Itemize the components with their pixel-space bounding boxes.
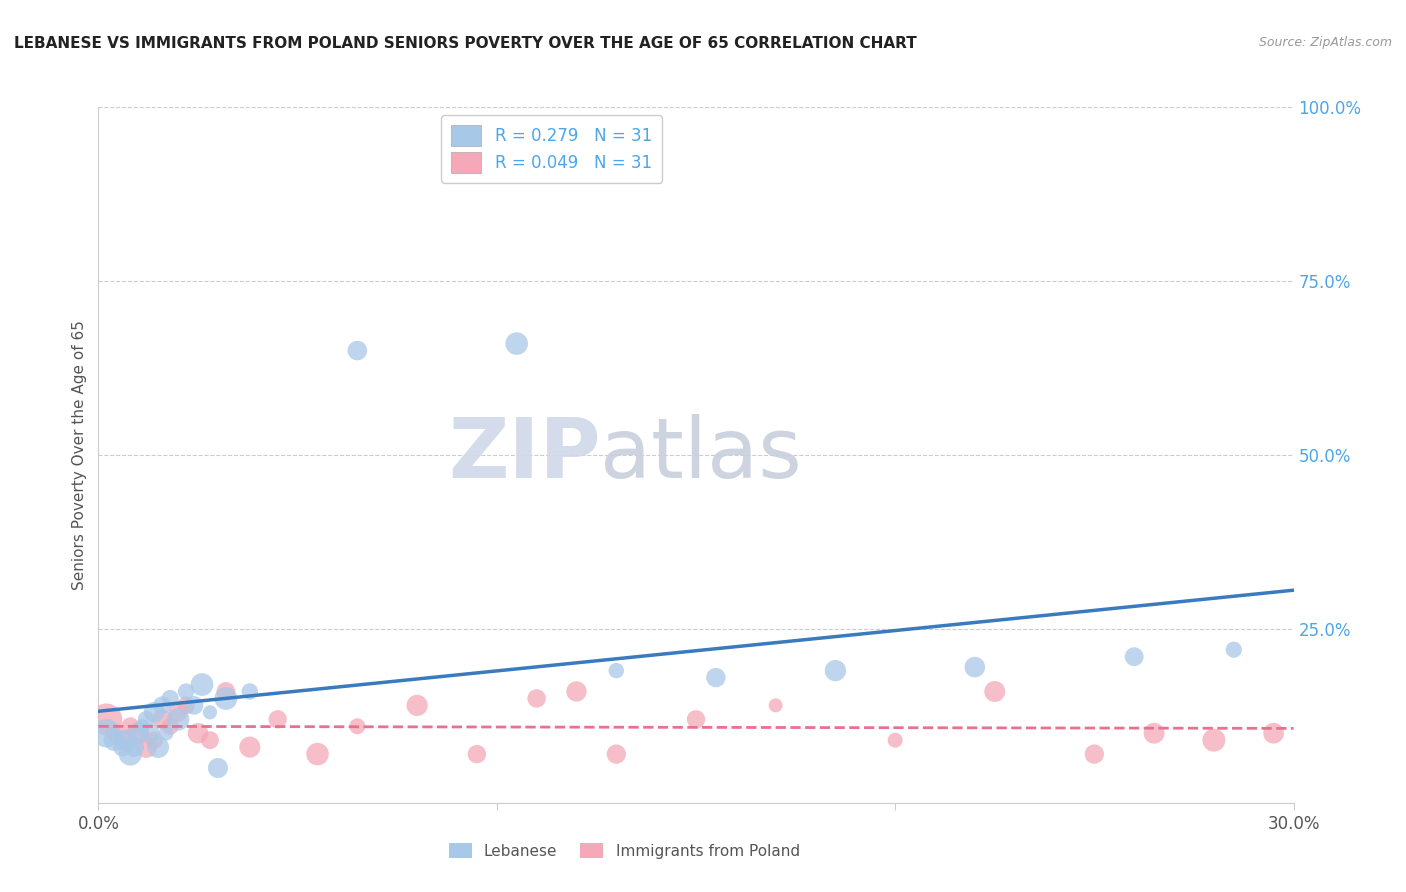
Point — [103, 726, 125, 740]
Point — [1143, 726, 1166, 740]
Point — [346, 719, 368, 733]
Text: ZIP: ZIP — [449, 415, 600, 495]
Point — [215, 684, 238, 698]
Point — [215, 691, 238, 706]
Point — [127, 726, 149, 740]
Point — [346, 343, 368, 358]
Point — [183, 698, 205, 713]
Point — [191, 677, 214, 691]
Point — [159, 691, 181, 706]
Point — [565, 684, 588, 698]
Point — [159, 719, 181, 733]
Point — [135, 740, 157, 755]
Point — [824, 664, 846, 678]
Point — [174, 684, 197, 698]
Point — [239, 740, 262, 755]
Point — [174, 698, 197, 713]
Point — [704, 671, 727, 685]
Point — [148, 740, 170, 755]
Point — [143, 706, 166, 720]
Point — [96, 712, 118, 726]
Point — [131, 719, 153, 733]
Point — [1202, 733, 1225, 747]
Point — [120, 719, 142, 733]
Point — [155, 726, 177, 740]
Point — [187, 726, 209, 740]
Point — [267, 712, 290, 726]
Point — [150, 698, 173, 713]
Point — [239, 684, 262, 698]
Point — [406, 698, 429, 713]
Point — [307, 747, 329, 761]
Point — [135, 712, 157, 726]
Point — [115, 733, 138, 747]
Point — [605, 747, 627, 761]
Point — [465, 747, 488, 761]
Point — [765, 698, 787, 713]
Point — [207, 761, 229, 775]
Point — [884, 733, 907, 747]
Text: atlas: atlas — [600, 415, 801, 495]
Point — [526, 691, 548, 706]
Point — [120, 747, 142, 761]
Point — [139, 726, 162, 740]
Point — [605, 664, 627, 678]
Point — [103, 733, 125, 747]
Point — [198, 706, 221, 720]
Point — [1263, 726, 1285, 740]
Point — [198, 733, 221, 747]
Y-axis label: Seniors Poverty Over the Age of 65: Seniors Poverty Over the Age of 65 — [72, 320, 87, 590]
Point — [1083, 747, 1105, 761]
Point — [143, 733, 166, 747]
Point — [506, 336, 529, 351]
Point — [111, 733, 134, 747]
Point — [111, 740, 134, 755]
Point — [96, 726, 118, 740]
Text: LEBANESE VS IMMIGRANTS FROM POLAND SENIORS POVERTY OVER THE AGE OF 65 CORRELATIO: LEBANESE VS IMMIGRANTS FROM POLAND SENIO… — [14, 36, 917, 51]
Point — [150, 712, 173, 726]
Point — [167, 712, 190, 726]
Point — [1223, 642, 1246, 657]
Point — [127, 726, 149, 740]
Point — [167, 706, 190, 720]
Point — [124, 740, 146, 755]
Point — [1123, 649, 1146, 664]
Point — [685, 712, 707, 726]
Point — [963, 660, 986, 674]
Legend: Lebanese, Immigrants from Poland: Lebanese, Immigrants from Poland — [443, 837, 806, 864]
Point — [984, 684, 1007, 698]
Text: Source: ZipAtlas.com: Source: ZipAtlas.com — [1258, 36, 1392, 49]
